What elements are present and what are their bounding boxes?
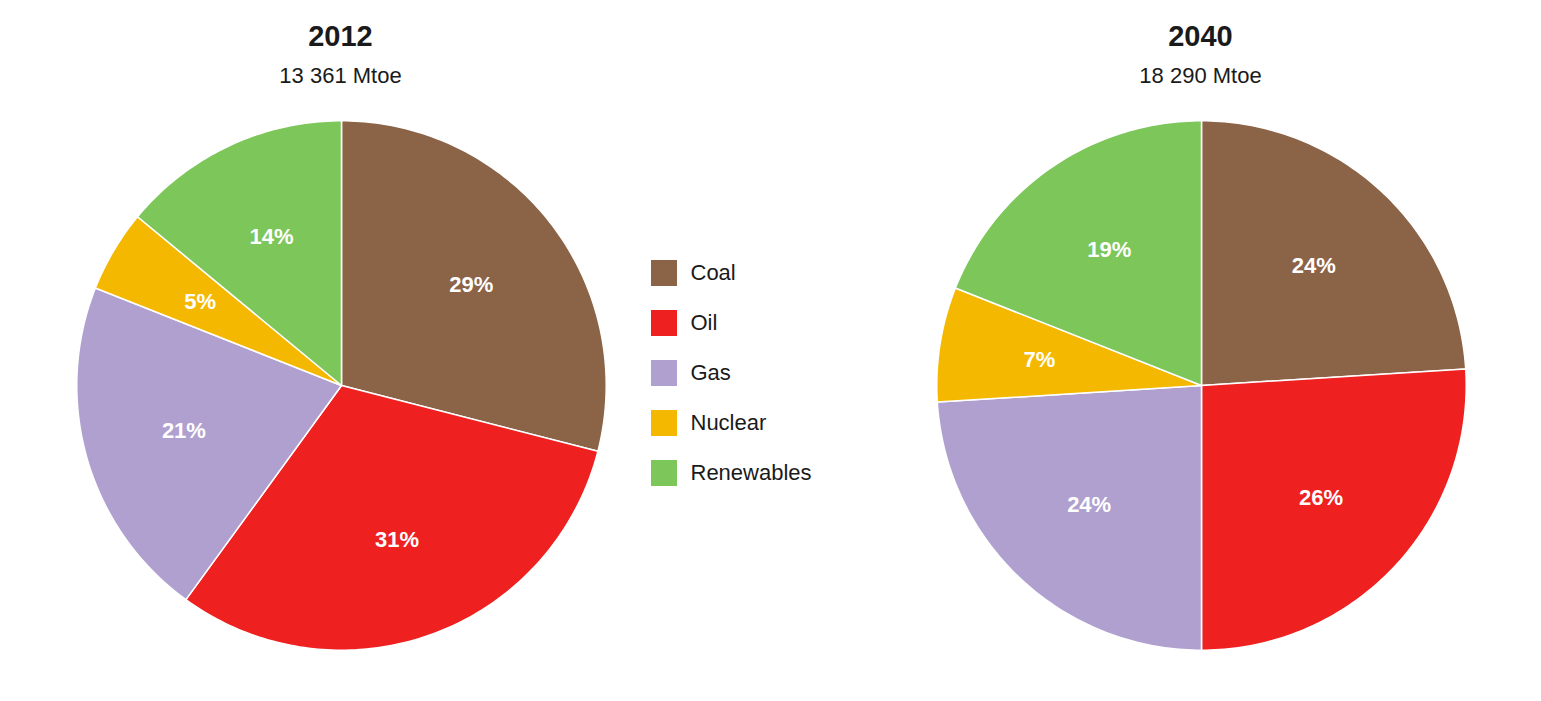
html-text:2012: 2012 [308, 20, 373, 52]
svg-text:24%: 24% [1067, 492, 1111, 517]
svg-text:5%: 5% [184, 289, 216, 314]
svg-text:19%: 19% [1087, 237, 1131, 262]
html-text:Coal: Coal [690, 259, 736, 285]
html-text:Oil: Oil [690, 309, 718, 335]
html-text:Nuclear: Nuclear [690, 409, 767, 435]
svg-text:24%: 24% [1291, 253, 1335, 278]
html-text:Renewables: Renewables [690, 459, 812, 485]
svg-text:31%: 31% [375, 527, 419, 552]
svg-text:14%: 14% [249, 224, 293, 249]
html-text:18 290 Mtoe: 18 290 Mtoe [1139, 63, 1262, 88]
html-text:13 361 Mtoe: 13 361 Mtoe [279, 63, 402, 88]
svg-text:7%: 7% [1023, 347, 1055, 372]
html-text:Gas: Gas [690, 359, 731, 385]
svg-text:29%: 29% [449, 272, 493, 297]
svg-text:21%: 21% [161, 418, 205, 443]
svg-text:26%: 26% [1299, 485, 1343, 510]
html-text:2040: 2040 [1168, 20, 1233, 52]
